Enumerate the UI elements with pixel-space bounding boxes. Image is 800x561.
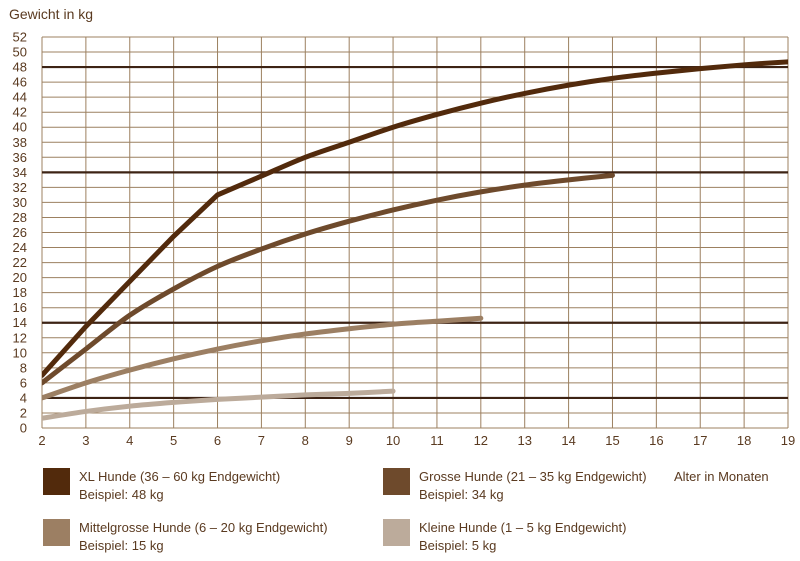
svg-text:38: 38 xyxy=(13,135,27,150)
svg-text:Alter in Monaten: Alter in Monaten xyxy=(674,469,769,484)
svg-text:22: 22 xyxy=(13,255,27,270)
svg-text:8: 8 xyxy=(302,433,309,448)
svg-text:32: 32 xyxy=(13,180,27,195)
svg-text:9: 9 xyxy=(346,433,353,448)
svg-text:18: 18 xyxy=(737,433,751,448)
svg-text:8: 8 xyxy=(20,360,27,375)
svg-text:18: 18 xyxy=(13,285,27,300)
svg-text:40: 40 xyxy=(13,120,27,135)
svg-text:46: 46 xyxy=(13,75,27,90)
svg-text:42: 42 xyxy=(13,105,27,120)
svg-text:14: 14 xyxy=(561,433,575,448)
svg-text:28: 28 xyxy=(13,210,27,225)
svg-text:6: 6 xyxy=(20,375,27,390)
svg-text:Beispiel: 15 kg: Beispiel: 15 kg xyxy=(79,538,164,553)
svg-text:34: 34 xyxy=(13,165,27,180)
svg-text:Grosse Hunde (21 – 35 kg Endge: Grosse Hunde (21 – 35 kg Endgewicht) xyxy=(419,469,647,484)
svg-text:12: 12 xyxy=(13,330,27,345)
svg-text:10: 10 xyxy=(386,433,400,448)
svg-text:Mittelgrosse Hunde (6 – 20 kg: Mittelgrosse Hunde (6 – 20 kg Endgewicht… xyxy=(79,520,328,535)
svg-text:30: 30 xyxy=(13,195,27,210)
svg-text:XL Hunde (36 – 60 kg Endgewich: XL Hunde (36 – 60 kg Endgewicht) xyxy=(79,469,280,484)
svg-text:Beispiel: 5 kg: Beispiel: 5 kg xyxy=(419,538,496,553)
svg-text:13: 13 xyxy=(517,433,531,448)
svg-text:4: 4 xyxy=(20,390,27,405)
svg-text:52: 52 xyxy=(13,30,27,45)
svg-text:6: 6 xyxy=(214,433,221,448)
svg-text:20: 20 xyxy=(13,270,27,285)
svg-text:4: 4 xyxy=(126,433,133,448)
svg-text:Beispiel: 48 kg: Beispiel: 48 kg xyxy=(79,487,164,502)
svg-text:2: 2 xyxy=(20,405,27,420)
svg-text:16: 16 xyxy=(13,300,27,315)
svg-text:Gewicht in kg: Gewicht in kg xyxy=(9,6,93,22)
svg-text:44: 44 xyxy=(13,90,27,105)
svg-text:Beispiel: 34 kg: Beispiel: 34 kg xyxy=(419,487,504,502)
svg-text:11: 11 xyxy=(430,433,444,448)
svg-text:15: 15 xyxy=(605,433,619,448)
svg-text:10: 10 xyxy=(13,345,27,360)
svg-text:36: 36 xyxy=(13,150,27,165)
svg-text:19: 19 xyxy=(781,433,795,448)
svg-text:0: 0 xyxy=(20,421,27,436)
svg-text:12: 12 xyxy=(474,433,488,448)
svg-text:Kleine Hunde (1 – 5 kg Endgewi: Kleine Hunde (1 – 5 kg Endgewicht) xyxy=(419,520,626,535)
svg-text:16: 16 xyxy=(649,433,663,448)
svg-text:26: 26 xyxy=(13,225,27,240)
svg-text:24: 24 xyxy=(13,240,27,255)
svg-text:50: 50 xyxy=(13,45,27,60)
svg-text:3: 3 xyxy=(82,433,89,448)
svg-text:2: 2 xyxy=(38,433,45,448)
svg-text:48: 48 xyxy=(13,60,27,75)
svg-text:17: 17 xyxy=(693,433,707,448)
svg-text:14: 14 xyxy=(13,315,27,330)
svg-text:5: 5 xyxy=(170,433,177,448)
svg-text:7: 7 xyxy=(258,433,265,448)
